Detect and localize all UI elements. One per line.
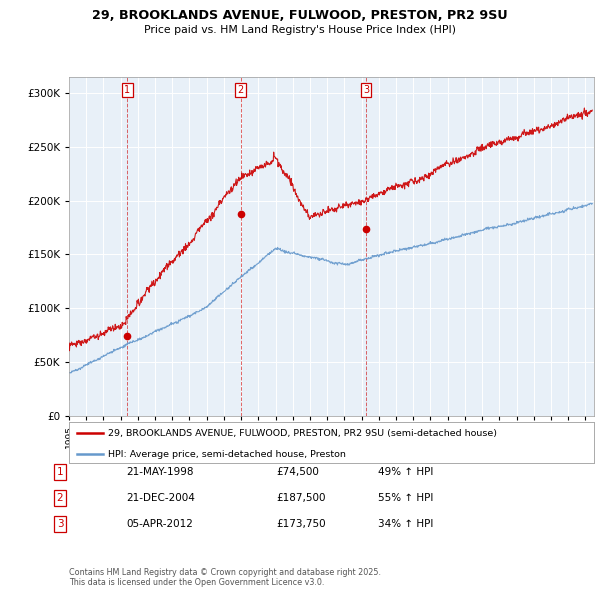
Text: 34% ↑ HPI: 34% ↑ HPI [378, 519, 433, 529]
Text: 1: 1 [56, 467, 64, 477]
Text: 29, BROOKLANDS AVENUE, FULWOOD, PRESTON, PR2 9SU (semi-detached house): 29, BROOKLANDS AVENUE, FULWOOD, PRESTON,… [109, 429, 497, 438]
Text: 3: 3 [56, 519, 64, 529]
Text: 29, BROOKLANDS AVENUE, FULWOOD, PRESTON, PR2 9SU: 29, BROOKLANDS AVENUE, FULWOOD, PRESTON,… [92, 9, 508, 22]
Text: 21-MAY-1998: 21-MAY-1998 [126, 467, 193, 477]
Text: 05-APR-2012: 05-APR-2012 [126, 519, 193, 529]
Text: 21-DEC-2004: 21-DEC-2004 [126, 493, 195, 503]
Text: Contains HM Land Registry data © Crown copyright and database right 2025.
This d: Contains HM Land Registry data © Crown c… [69, 568, 381, 587]
Text: £173,750: £173,750 [276, 519, 326, 529]
Text: 55% ↑ HPI: 55% ↑ HPI [378, 493, 433, 503]
Text: 2: 2 [56, 493, 64, 503]
Text: £187,500: £187,500 [276, 493, 325, 503]
Text: 3: 3 [363, 86, 369, 95]
Text: HPI: Average price, semi-detached house, Preston: HPI: Average price, semi-detached house,… [109, 450, 346, 458]
Text: £74,500: £74,500 [276, 467, 319, 477]
Text: 2: 2 [238, 86, 244, 95]
Text: Price paid vs. HM Land Registry's House Price Index (HPI): Price paid vs. HM Land Registry's House … [144, 25, 456, 35]
Text: 49% ↑ HPI: 49% ↑ HPI [378, 467, 433, 477]
Text: 1: 1 [124, 86, 130, 95]
